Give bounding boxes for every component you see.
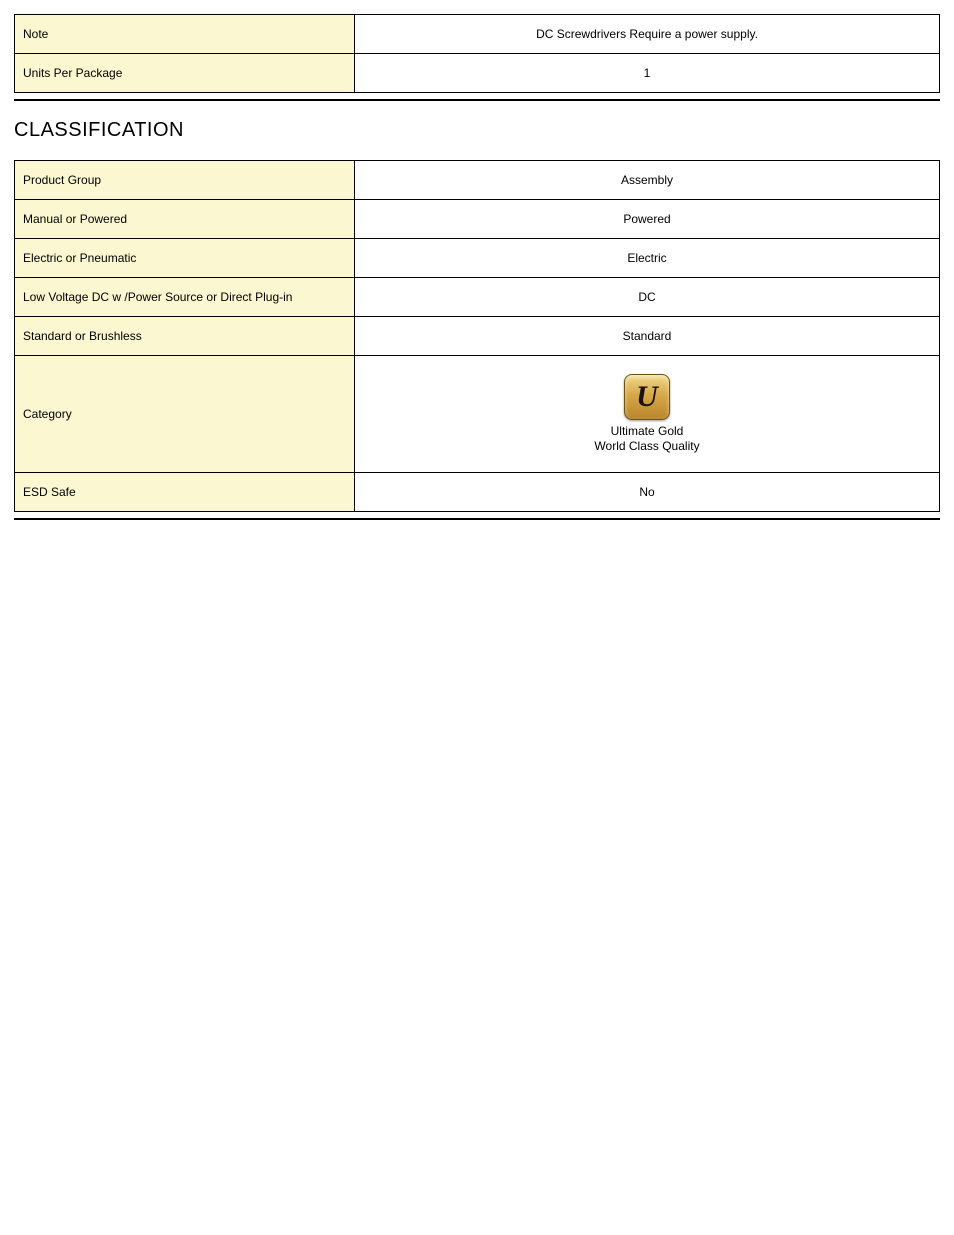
spec-value: Electric	[355, 239, 940, 278]
spec-label: Units Per Package	[15, 54, 355, 93]
table-row-category: Category U Ultimate Gold World Class Qua…	[15, 356, 940, 473]
spec-value: DC Screwdrivers Require a power supply.	[355, 15, 940, 54]
classification-table: Product Group Assembly Manual or Powered…	[14, 160, 940, 512]
category-badge-wrap: U Ultimate Gold World Class Quality	[594, 374, 699, 454]
spec-value: Powered	[355, 200, 940, 239]
table-row: Product Group Assembly	[15, 161, 940, 200]
spec-value: DC	[355, 278, 940, 317]
table-row: Note DC Screwdrivers Require a power sup…	[15, 15, 940, 54]
spec-label: Category	[15, 356, 355, 473]
spec-label: Manual or Powered	[15, 200, 355, 239]
top-spec-table: Note DC Screwdrivers Require a power sup…	[14, 14, 940, 93]
spec-label: Low Voltage DC w /Power Source or Direct…	[15, 278, 355, 317]
section-divider	[14, 518, 940, 520]
table-row: ESD Safe No	[15, 473, 940, 512]
spec-value: Standard	[355, 317, 940, 356]
badge-caption-line2: World Class Quality	[594, 439, 699, 453]
spec-value: No	[355, 473, 940, 512]
table-row: Units Per Package 1	[15, 54, 940, 93]
table-row: Standard or Brushless Standard	[15, 317, 940, 356]
table-row: Low Voltage DC w /Power Source or Direct…	[15, 278, 940, 317]
badge-caption-line1: Ultimate Gold	[611, 424, 684, 438]
spec-label: Standard or Brushless	[15, 317, 355, 356]
section-divider	[14, 99, 940, 101]
spec-label: ESD Safe	[15, 473, 355, 512]
section-title: CLASSIFICATION	[14, 119, 940, 142]
spec-label: Note	[15, 15, 355, 54]
spec-value: 1	[355, 54, 940, 93]
spec-value: Assembly	[355, 161, 940, 200]
badge-letter: U	[636, 382, 658, 412]
ultimate-gold-badge-icon: U	[624, 374, 670, 420]
spec-value-category: U Ultimate Gold World Class Quality	[355, 356, 940, 473]
table-row: Manual or Powered Powered	[15, 200, 940, 239]
spec-label: Electric or Pneumatic	[15, 239, 355, 278]
table-row: Electric or Pneumatic Electric	[15, 239, 940, 278]
spec-label: Product Group	[15, 161, 355, 200]
badge-caption: Ultimate Gold World Class Quality	[594, 424, 699, 454]
